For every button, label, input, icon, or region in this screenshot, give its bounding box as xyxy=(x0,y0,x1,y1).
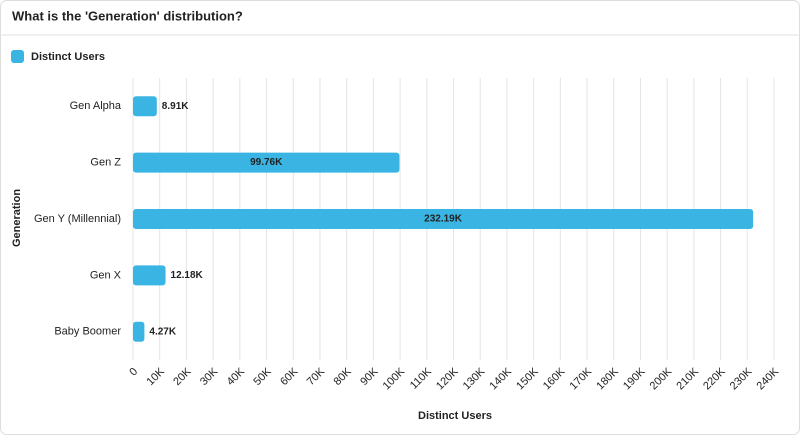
legend-label: Distinct Users xyxy=(31,51,105,63)
bar xyxy=(133,96,157,117)
chart-title: What is the 'Generation' distribution? xyxy=(12,8,243,23)
legend-swatch xyxy=(11,50,24,63)
value-label: 8.91K xyxy=(162,101,189,112)
value-label: 4.27K xyxy=(149,326,176,337)
bar xyxy=(133,265,166,286)
value-label: 232.19K xyxy=(424,214,463,225)
bar xyxy=(133,321,145,342)
y-tick-label: Baby Boomer xyxy=(54,326,121,338)
value-label: 12.18K xyxy=(171,270,204,281)
bar xyxy=(133,209,754,229)
y-tick-label: Gen Z xyxy=(90,157,121,169)
bar xyxy=(133,152,400,173)
y-tick-label: Gen Alpha xyxy=(70,100,122,112)
y-tick-label: Gen Y (Millennial) xyxy=(34,213,121,225)
value-label: 99.76K xyxy=(250,157,283,168)
y-tick-label: Gen X xyxy=(90,269,122,281)
x-axis-title: Distinct Users xyxy=(418,410,492,422)
y-axis-title: Generation xyxy=(11,189,23,247)
